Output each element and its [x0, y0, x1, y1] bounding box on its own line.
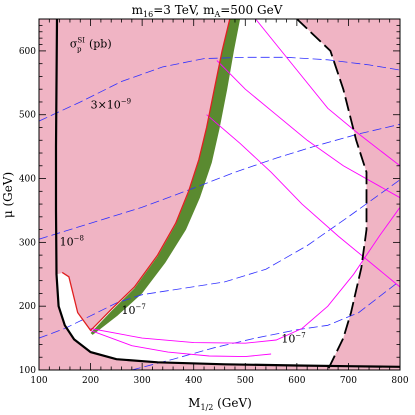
sigma-label: σSI p (pb): [70, 37, 112, 54]
contour-label-3e-9: 3×10−9: [91, 97, 132, 111]
y-tick-label: 100: [19, 366, 36, 376]
chart-title: m16=3 TeV, mA=500 GeV: [132, 3, 283, 19]
magenta-contour-1: [255, 19, 400, 167]
x-tick-label: 300: [134, 376, 151, 386]
red-edge-curve: [61, 19, 231, 332]
black-boundary-curve: [54, 19, 400, 368]
blue-contour-3e-9: [39, 56, 400, 122]
excluded-regions: [39, 19, 400, 370]
x-tick-label: 800: [391, 376, 408, 386]
contour-label-1e-7-lower: 10−7: [281, 332, 305, 346]
x-tick-label: 400: [185, 376, 202, 386]
magenta-contour-5: [90, 329, 272, 358]
y-tick-label: 600: [19, 47, 36, 57]
blue-contour-1e-7-upper: [39, 179, 400, 339]
magenta-contour-3: [206, 114, 400, 288]
x-tick-label: 100: [30, 376, 47, 386]
blue-contour-1e-8: [39, 123, 400, 240]
magenta-contour-2: [216, 60, 400, 199]
y-tick-label: 200: [19, 302, 36, 312]
x-axis-title: M1/2 (GeV): [188, 396, 252, 412]
x-tick-label: 200: [82, 376, 99, 386]
right-excluded-region: [296, 19, 400, 370]
y-tick-label: 300: [19, 238, 36, 248]
contour-curves: [39, 19, 400, 370]
y-tick-label: 500: [19, 111, 36, 121]
contour-label-1e-7-upper: 10−7: [122, 303, 146, 317]
blue-contour-1e-7-lower: [131, 280, 400, 370]
left-excluded-region: [39, 19, 400, 370]
y-axis-title: μ (GeV): [1, 172, 15, 218]
y-tick-label: 400: [19, 175, 36, 185]
axis-ticks: 100 200 300 400 500 600 700 800 100 200 300 400 500 6…: [19, 19, 409, 386]
x-tick-label: 600: [288, 376, 305, 386]
black-dashed-boundary-curve: [296, 19, 368, 370]
green-relic-band: [90, 19, 241, 335]
magenta-contour-4: [90, 207, 400, 344]
x-tick-label: 700: [340, 376, 357, 386]
plot-frame: [38, 18, 401, 371]
contour-label-1e-8: 10−8: [60, 235, 84, 249]
x-tick-label: 500: [237, 376, 254, 386]
